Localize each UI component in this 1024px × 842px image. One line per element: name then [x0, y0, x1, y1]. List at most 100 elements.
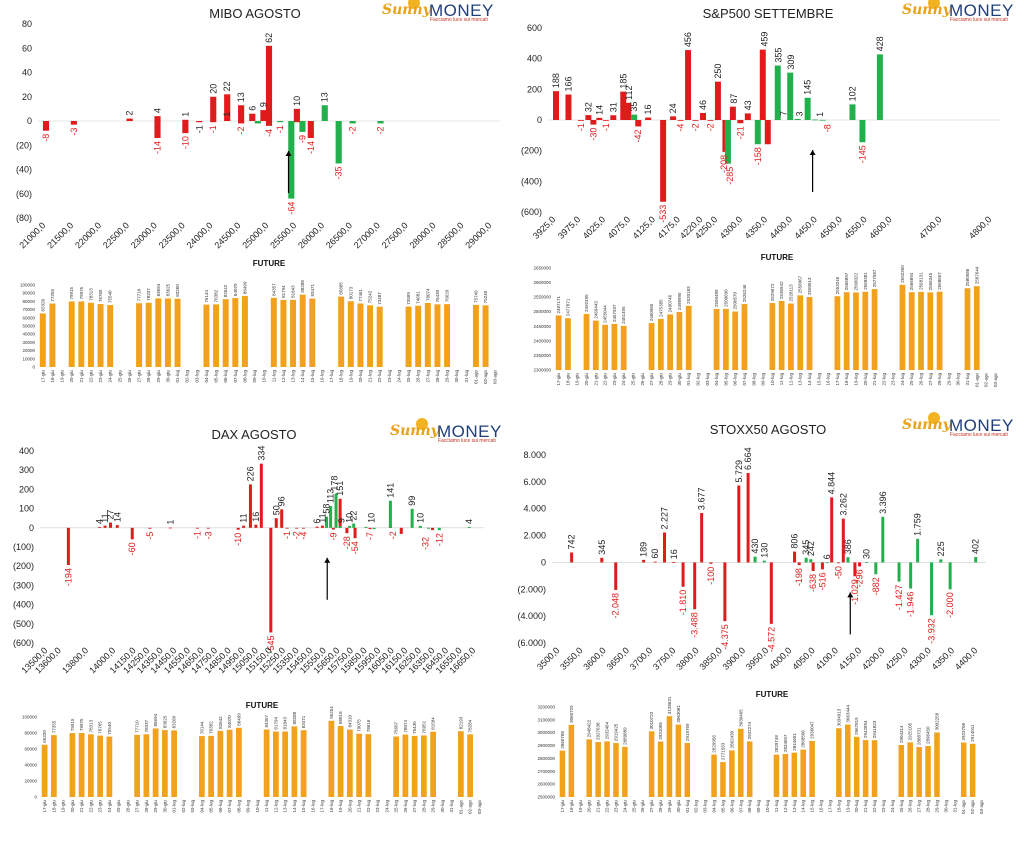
- x-tick-label: 21500,0: [45, 220, 75, 250]
- brand-money: MONEY: [437, 422, 502, 441]
- future-bar: [421, 735, 427, 797]
- x-tick-label: 3550,0: [558, 645, 585, 672]
- future-bar: [152, 728, 159, 797]
- future-bar: [405, 306, 412, 367]
- data-label: -3.932: [927, 618, 937, 644]
- future-x-tick: 10-lug: [765, 800, 770, 813]
- x-tick-label: 23500,0: [157, 220, 187, 250]
- future-x-tick: 15-lug: [310, 370, 315, 383]
- future-value-label: 76382: [209, 721, 214, 734]
- future-x-tick: 13-lug: [291, 370, 296, 383]
- future-y-tick: 60000: [22, 315, 35, 320]
- future-x-tick: 30-lug: [454, 370, 459, 383]
- put-bar: [858, 562, 862, 567]
- future-x-tick: 27-lug: [928, 373, 933, 386]
- future-title: FUTURE: [253, 259, 286, 268]
- future-value-label: 2580586: [965, 268, 970, 286]
- data-label: -42: [633, 129, 643, 142]
- future-value-label: 76382: [214, 289, 219, 302]
- future-bar: [367, 305, 374, 367]
- future-y-tick: 100000: [20, 283, 36, 288]
- x-tick-label: 13800,0: [60, 645, 90, 675]
- future-value-label: 3030465: [738, 709, 743, 727]
- x-tick-label: 3800,0: [674, 645, 701, 672]
- future-y-tick: 2550000: [533, 295, 551, 300]
- chart-title: MIBO AGOSTO: [209, 6, 301, 21]
- future-value-label: 2936047: [810, 721, 815, 739]
- future-bar: [232, 298, 239, 367]
- data-label: -296: [855, 569, 865, 587]
- future-value-label: 76430: [412, 721, 417, 734]
- future-bar: [782, 753, 789, 797]
- future-x-tick: 09-lug: [761, 373, 766, 386]
- put-bar: [70, 121, 77, 125]
- future-x-tick: 17-lug: [320, 800, 325, 813]
- data-label: 50: [271, 505, 281, 515]
- future-bar: [337, 725, 344, 797]
- future-bar: [411, 735, 418, 797]
- future-bar: [472, 304, 479, 367]
- future-x-tick: 24-lug: [384, 800, 389, 813]
- x-tick-label: 29000,0: [463, 220, 493, 250]
- future-value-label: 75540: [107, 722, 112, 735]
- future-x-tick: 26-lug: [919, 373, 924, 386]
- future-bar: [482, 305, 489, 367]
- future-x-tick: 02-ago: [468, 800, 473, 815]
- put-bar: [238, 105, 245, 121]
- data-label: 22: [349, 511, 359, 521]
- future-x-tick: 21-lug: [357, 800, 362, 813]
- future-bar: [424, 302, 431, 367]
- put-bar: [663, 532, 666, 563]
- call-bar: [916, 538, 920, 563]
- future-value-label: 2771563: [720, 742, 725, 760]
- future-x-tick: 01-lug: [685, 800, 690, 813]
- future-x-tick: 16-lug: [819, 800, 824, 813]
- future-bar: [559, 750, 566, 797]
- future-x-tick: 24-lug: [396, 370, 401, 383]
- x-tick-label: 25000,0: [240, 220, 270, 250]
- call-bar: [874, 562, 878, 575]
- y-tick-label: 100: [19, 504, 34, 514]
- future-bar: [69, 733, 76, 797]
- future-bar: [648, 323, 655, 370]
- data-label: 3.677: [697, 488, 707, 511]
- put-bar: [620, 91, 627, 120]
- future-x-tick: 26-lug: [403, 800, 408, 813]
- data-label: 806: [790, 534, 800, 549]
- future-bar: [78, 733, 85, 797]
- call-bar: [437, 527, 441, 531]
- future-x-tick: 23-giu: [98, 800, 103, 813]
- data-label: 7: [779, 111, 789, 116]
- data-label: -3.488: [690, 612, 700, 638]
- chart-title: S&P500 SETTEMBRE: [703, 6, 834, 21]
- data-label: -516: [817, 572, 827, 590]
- future-value-label: 86499: [236, 713, 241, 726]
- put-bar: [707, 120, 714, 121]
- data-label: 1: [222, 112, 232, 117]
- future-bar: [773, 754, 780, 797]
- data-label: 9: [336, 518, 346, 523]
- arrow-head-icon: [847, 592, 854, 598]
- future-x-tick: 25-lug: [899, 800, 904, 813]
- future-y-tick: 2350000: [533, 353, 551, 358]
- future-x-tick: 22-lug: [881, 373, 886, 386]
- x-tick-label: 3750,0: [651, 645, 678, 672]
- call-bar: [881, 516, 885, 563]
- future-x-tick: 20-giu: [69, 370, 74, 383]
- future-value-label: 76951: [421, 720, 426, 733]
- future-bar: [241, 296, 248, 367]
- data-label: 4.844: [827, 472, 837, 495]
- future-x-tick: 03-lug: [703, 800, 708, 813]
- future-y-tick: 20000: [22, 348, 35, 353]
- future-bar: [918, 291, 924, 370]
- call-bar: [724, 120, 731, 164]
- data-label: 5.729: [734, 460, 744, 483]
- call-bar: [352, 523, 356, 528]
- data-label: 11: [239, 513, 249, 522]
- data-label: 6: [247, 106, 257, 111]
- future-bar: [162, 730, 168, 797]
- data-label: 20: [208, 84, 218, 94]
- data-label: 102: [847, 86, 857, 101]
- call-bar: [254, 121, 261, 124]
- data-label: 145: [803, 80, 813, 95]
